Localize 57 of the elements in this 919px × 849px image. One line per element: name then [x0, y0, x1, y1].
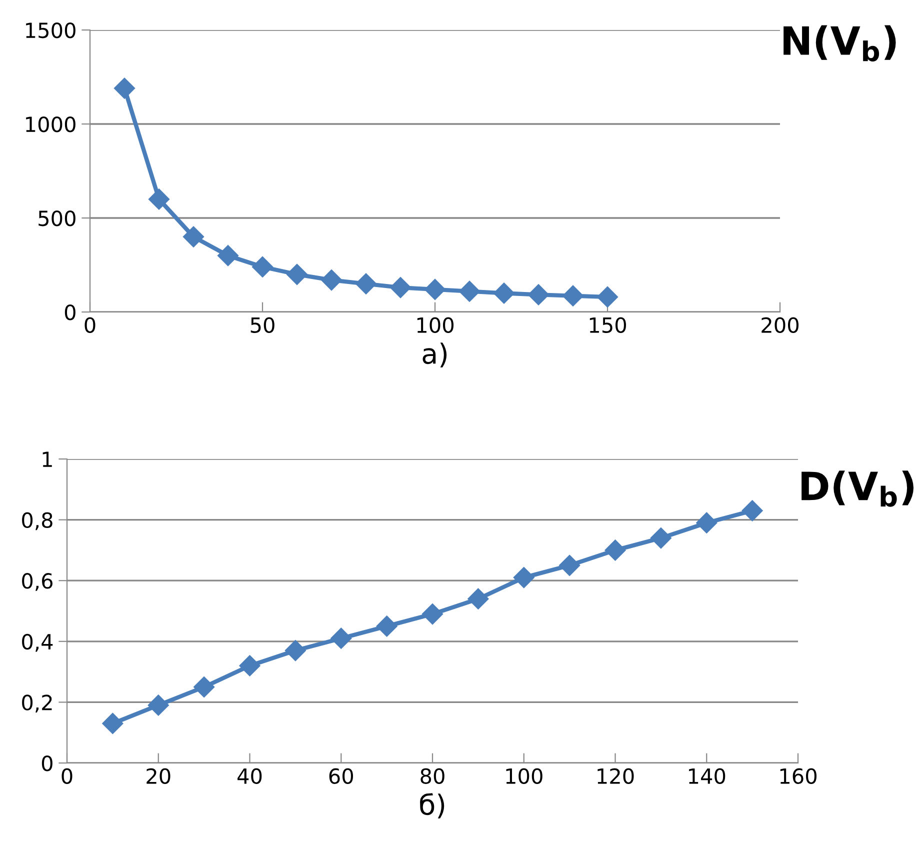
point	[513, 567, 534, 588]
point	[596, 286, 618, 308]
point	[330, 628, 352, 649]
point	[194, 676, 215, 698]
point	[390, 277, 412, 298]
point	[355, 273, 377, 294]
y-tick-label: 1000	[26, 116, 76, 132]
point	[182, 226, 204, 248]
point	[102, 712, 124, 734]
chart-title: N(V$_{b}$)	[784, 25, 896, 62]
x-tick-label: 20	[146, 768, 170, 784]
y-tick-label: 0,8	[22, 512, 52, 530]
x-axis-title: а)	[422, 342, 447, 368]
y-tick-label: 1	[42, 452, 52, 467]
y-tick-label: 0,6	[22, 573, 52, 591]
point	[284, 640, 306, 662]
x-tick-label: 200	[762, 317, 798, 333]
point	[604, 540, 626, 561]
point	[376, 616, 398, 637]
x-tick-label: 40	[238, 768, 262, 784]
x-tick-label: 100	[417, 317, 454, 333]
y-tick-label: 1500	[26, 22, 76, 38]
x-tick-label: 140	[689, 768, 726, 784]
point	[696, 512, 718, 534]
x-tick-label: 100	[506, 768, 542, 784]
point	[468, 588, 489, 610]
point	[148, 188, 170, 210]
x-tick-label: 0	[84, 317, 96, 333]
point	[148, 694, 169, 716]
y-tick-label: 0	[64, 304, 76, 320]
point	[320, 270, 342, 291]
x-tick-label: 80	[420, 768, 444, 784]
chart-title: D(V$_{b}$)	[802, 470, 914, 507]
point	[114, 78, 136, 99]
point	[252, 256, 274, 278]
x-tick-label: 50	[250, 317, 274, 333]
point	[286, 264, 308, 285]
point	[742, 500, 763, 522]
point	[458, 280, 480, 302]
x-tick-label: 120	[598, 768, 634, 784]
x-axis-title: б)	[420, 793, 444, 818]
point	[424, 278, 446, 300]
y-tick-label: 500	[38, 210, 76, 226]
y-tick-label: 0	[42, 755, 52, 772]
point	[422, 604, 444, 625]
point	[562, 285, 584, 306]
x-tick-label: 160	[780, 768, 816, 784]
x-tick-label: 60	[329, 768, 353, 784]
y-tick-label: 0,4	[22, 634, 53, 652]
point	[528, 284, 550, 306]
point	[493, 282, 515, 304]
point	[217, 245, 239, 266]
point	[559, 554, 580, 576]
x-tick-label: 150	[590, 317, 626, 333]
point	[239, 655, 260, 676]
point	[650, 528, 672, 549]
y-tick-label: 0,2	[22, 694, 52, 713]
